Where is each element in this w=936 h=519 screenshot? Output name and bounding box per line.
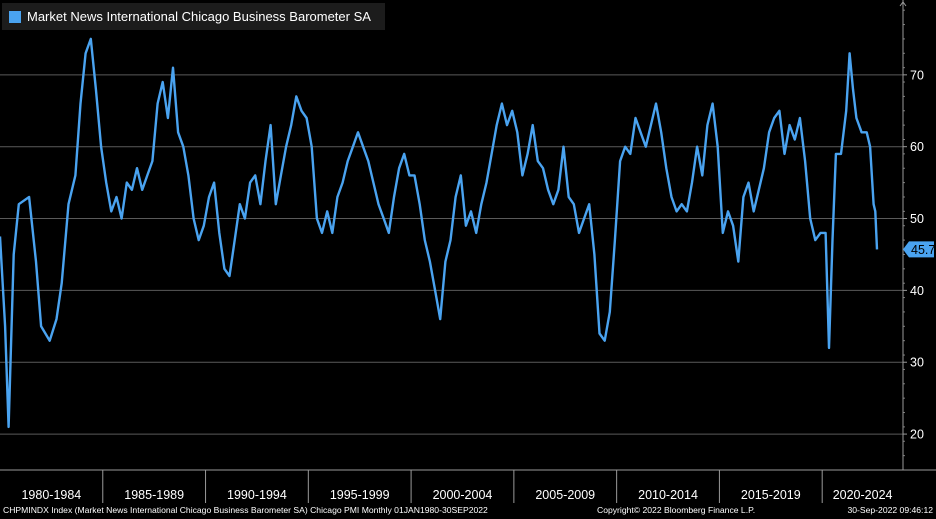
x-tick-label: 2010-2014 <box>638 488 698 502</box>
series-layer <box>0 37 879 429</box>
x-tick-label: 1985-1989 <box>124 488 184 502</box>
legend-swatch <box>9 10 21 23</box>
x-tick-label: 1990-1994 <box>227 488 287 502</box>
y-tick-label: 20 <box>910 428 924 442</box>
x-tick-label: 2015-2019 <box>741 488 801 502</box>
footer-copyright: Copyright© 2022 Bloomberg Finance L.P. <box>597 505 756 515</box>
y-tick-label: 60 <box>910 140 924 154</box>
legend: Market News International Chicago Busine… <box>2 3 385 30</box>
last-value-tag: 45.7 <box>903 241 935 258</box>
x-tick-label: 2000-2004 <box>433 488 493 502</box>
axes <box>0 0 936 503</box>
y-tick-label: 50 <box>910 212 924 226</box>
y-tick-label: 70 <box>910 68 924 82</box>
last-value-tag-bg <box>903 241 934 258</box>
last-value-label: 45.7 <box>911 243 935 257</box>
y-tick-label: 30 <box>910 356 924 370</box>
gridlines <box>0 74 903 435</box>
x-tick-label: 2020-2024 <box>833 488 893 502</box>
footer-source: CHPMINDX Index (Market News Internationa… <box>3 505 488 515</box>
y-tick-label: 40 <box>910 284 924 298</box>
x-tick-label: 2005-2009 <box>535 488 595 502</box>
axis-labels: 20 30 40 50 60 70 1980-1984 1985-1989 1990-1994 1… <box>21 68 935 502</box>
footer: CHPMINDX Index (Market News Internationa… <box>0 503 936 519</box>
x-tick-label: 1995-1999 <box>330 488 390 502</box>
y-axis-arrow <box>899 1 907 7</box>
x-tick-label: 1980-1984 <box>21 488 81 502</box>
footer-timestamp: 30-Sep-2022 09:46:12 <box>847 505 933 515</box>
series-line <box>0 37 879 429</box>
legend-label: Market News International Chicago Busine… <box>27 9 371 24</box>
